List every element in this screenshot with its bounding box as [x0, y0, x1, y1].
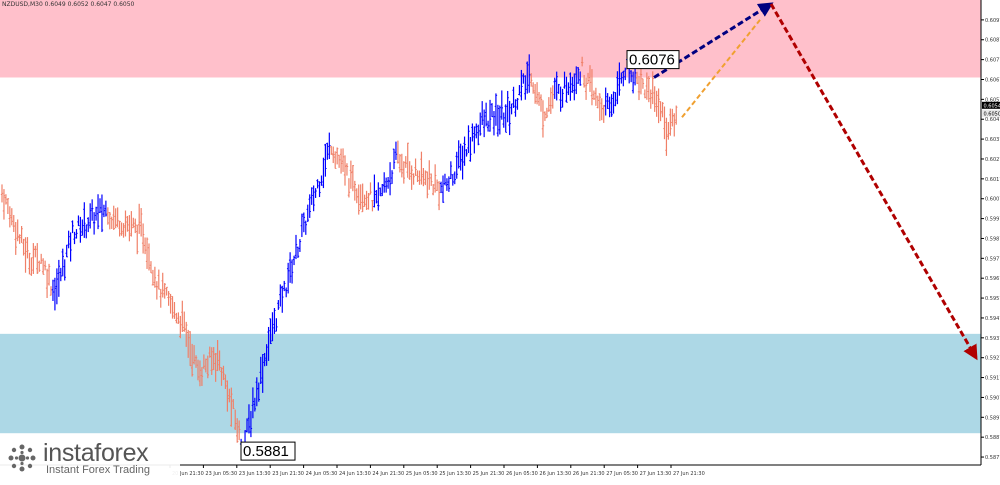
- y-tick-label: 0.5967: [985, 276, 1000, 282]
- current-price-label: 0.6050: [984, 111, 1000, 117]
- x-tick-label: 26 Jun 13:30: [539, 471, 571, 477]
- y-tick-label: 0.5907: [985, 395, 1000, 401]
- symbol-header: NZDUSD,M30 0.6049 0.6052 0.6047 0.6050: [2, 1, 134, 8]
- y-tick-label: 0.5957: [985, 296, 1000, 302]
- current-price-label: 0.6054: [984, 103, 1000, 109]
- x-tick-label: 27 Jun 21:30: [673, 471, 705, 477]
- broker-logo: instaforex Instant Forex Trading: [0, 436, 180, 481]
- logo-tagline: Instant Forex Trading: [46, 464, 150, 476]
- y-tick-label: 0.6037: [985, 137, 1000, 143]
- x-tick-label: 26 Jun 21:30: [573, 471, 605, 477]
- y-axis: 0.60970.60870.60770.60670.60570.60470.60…: [981, 0, 1000, 465]
- x-tick-label: 25 Jun 21:30: [473, 471, 505, 477]
- price-label: 0.5881: [243, 443, 289, 460]
- y-tick-label: 0.6017: [985, 177, 1000, 183]
- price-zones: [0, 0, 981, 433]
- y-tick-label: 0.6097: [985, 18, 1000, 24]
- x-tick-label: 24 Jun 13:30: [339, 471, 371, 477]
- x-tick-label: 26 Jun 05:30: [506, 471, 538, 477]
- y-tick-label: 0.6027: [985, 157, 1000, 163]
- x-tick-label: 23 Jun 21:30: [272, 471, 304, 477]
- y-tick-label: 0.6077: [985, 58, 1000, 64]
- logo-icon: [6, 442, 38, 474]
- y-tick-label: 0.5927: [985, 356, 1000, 362]
- x-tick-label: 25 Jun 05:30: [406, 471, 438, 477]
- x-tick-label: 27 Jun 05:30: [606, 471, 638, 477]
- x-tick-label: 24 Jun 21:30: [372, 471, 404, 477]
- y-tick-label: 0.5947: [985, 316, 1000, 322]
- y-tick-label: 0.6087: [985, 38, 1000, 44]
- y-tick-label: 0.5997: [985, 217, 1000, 223]
- price-label: 0.6076: [629, 52, 675, 69]
- y-tick-label: 0.5887: [985, 435, 1000, 441]
- y-tick-label: 0.5897: [985, 415, 1000, 421]
- support-zone: [0, 334, 981, 433]
- x-tick-label: 27 Jun 13:30: [640, 471, 672, 477]
- y-tick-label: 0.5917: [985, 376, 1000, 382]
- y-tick-label: 0.5877: [985, 455, 1000, 461]
- y-tick-label: 0.6047: [985, 117, 1000, 123]
- y-tick-label: 0.5987: [985, 236, 1000, 242]
- x-tick-label: 24 Jun 05:30: [306, 471, 338, 477]
- x-tick-label: 23 Jun 13:30: [239, 471, 271, 477]
- resistance-zone: [0, 0, 981, 78]
- y-tick-label: 0.5977: [985, 256, 1000, 262]
- y-tick-label: 0.5937: [985, 336, 1000, 342]
- y-tick-label: 0.6007: [985, 197, 1000, 203]
- x-tick-label: 23 Jun 05:30: [205, 471, 237, 477]
- x-tick-label: 25 Jun 13:30: [439, 471, 471, 477]
- y-tick-label: 0.6067: [985, 77, 1000, 83]
